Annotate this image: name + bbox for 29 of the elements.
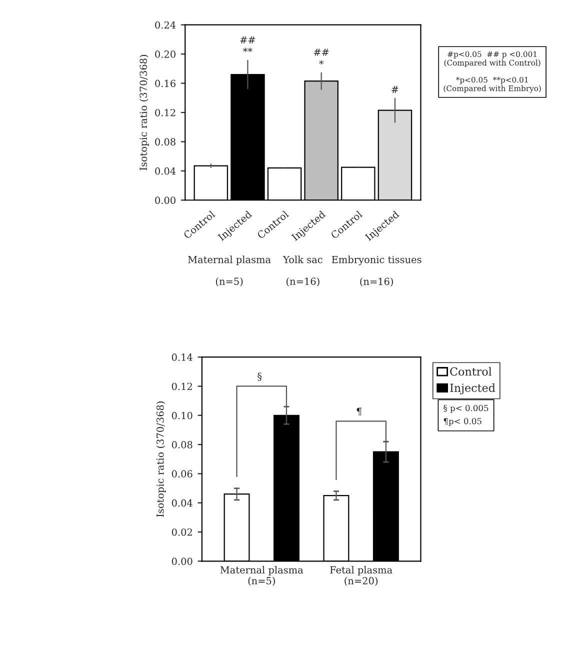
text: Embryonic tissues (n=16): [332, 256, 422, 286]
y-tick-label: 0.04: [172, 499, 192, 507]
annotation: ¶: [356, 408, 362, 416]
legend-label: Control: [450, 367, 492, 376]
y-tick-label: 0.02: [172, 528, 192, 536]
y-tick-label: 0.08: [172, 441, 192, 448]
y-tick-label: 0.12: [172, 382, 192, 390]
x-tick-label: Fetal plasma (n=20): [330, 566, 392, 586]
text: Yolk sac (n=16): [282, 256, 322, 286]
text: § p< 0.005 ¶p< 0.05: [444, 404, 488, 426]
y-tick-label: 0.08: [155, 138, 176, 146]
y-axis-title: Isotopic ratio (370/368): [139, 54, 149, 170]
y-tick-label: 0.00: [172, 558, 192, 565]
text: Maternal plasma (n=5): [188, 256, 271, 286]
y-tick-label: 0.12: [155, 108, 176, 116]
legend-label: Injected: [450, 383, 496, 394]
annotation: §: [258, 372, 262, 381]
y-tick-label: 0.00: [155, 196, 176, 204]
y-tick-label: 0.10: [172, 412, 192, 420]
y-tick-label: 0.20: [155, 50, 176, 58]
y-tick-label: 0.24: [155, 21, 176, 29]
data-label: #: [392, 86, 398, 93]
data-label: ## *: [314, 48, 329, 65]
data-label: ## **: [240, 36, 256, 52]
y-tick-label: 0.04: [155, 167, 176, 175]
y-tick-label: 0.06: [172, 470, 192, 478]
y-tick-label: 0.16: [155, 80, 176, 88]
y-tick-label: 0.14: [172, 354, 192, 361]
y-axis-title: Isotopic ratio (370/368): [156, 402, 166, 517]
